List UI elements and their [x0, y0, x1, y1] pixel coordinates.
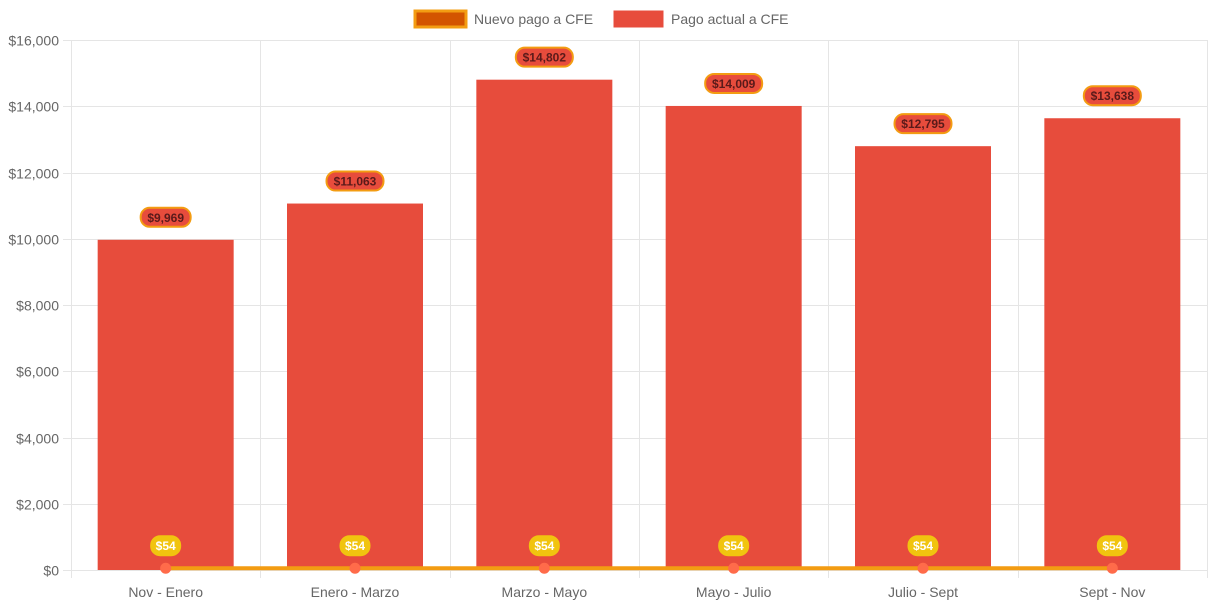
y-tick-label: $16,000: [8, 33, 59, 49]
line-point: [349, 562, 361, 574]
line-data-label: $54: [534, 539, 554, 553]
bar-data-label: $14,802: [523, 51, 567, 65]
line-data-label: $54: [724, 539, 744, 553]
bar-data-label: $14,009: [712, 77, 756, 91]
bar: [287, 203, 423, 570]
x-tick-label: Julio - Sept: [888, 584, 958, 600]
bar-data-label-badge: [893, 113, 953, 135]
legend-label: Pago actual a CFE: [671, 11, 789, 27]
line-data-label: $54: [156, 539, 176, 553]
line-data-label-badge: [528, 535, 560, 557]
y-tick-label: $2,000: [16, 497, 59, 513]
bar-data-label: $11,063: [334, 175, 377, 189]
bar: [97, 239, 234, 571]
bar: [476, 79, 613, 570]
legend-swatch-bar: [613, 10, 664, 28]
line-data-label-badge: [1096, 535, 1128, 557]
bar-data-label-badge: [514, 46, 574, 68]
line-point: [160, 562, 172, 574]
y-tick-label: $10,000: [8, 232, 59, 248]
legend-swatch-line: [413, 9, 468, 29]
line-data-label-badge: [150, 535, 182, 557]
line-data-label-badge: [339, 535, 371, 557]
line-data-label: $54: [345, 539, 365, 553]
bar-data-label-badge: [325, 170, 385, 192]
bar: [1044, 118, 1181, 571]
bar-data-label: $12,795: [901, 117, 945, 131]
line-point: [728, 562, 740, 574]
y-tick-label: $4,000: [16, 431, 59, 447]
line-data-label-badge: [907, 535, 939, 557]
bar-data-label-badge: [139, 206, 192, 228]
y-tick-label: $0: [43, 563, 59, 579]
y-tick-label: $6,000: [16, 364, 59, 380]
y-tick-label: $14,000: [8, 99, 59, 115]
line-data-label-badge: [718, 535, 750, 557]
x-tick-label: Marzo - Mayo: [502, 584, 588, 600]
x-tick-label: Mayo - Julio: [696, 584, 772, 600]
x-tick-label: Sept - Nov: [1079, 584, 1145, 600]
line-point: [538, 562, 550, 574]
line-data-label: $54: [913, 539, 933, 553]
bar-data-label-badge: [1082, 85, 1142, 107]
y-tick-label: $8,000: [16, 298, 59, 314]
bar: [665, 105, 802, 570]
line-point: [917, 562, 929, 574]
legend-label: Nuevo pago a CFE: [474, 11, 593, 27]
bar-data-label: $9,969: [147, 211, 184, 225]
x-tick-label: Enero - Marzo: [311, 584, 400, 600]
y-tick-label: $12,000: [8, 166, 59, 182]
bar: [855, 146, 991, 570]
bar-data-label-badge: [704, 72, 764, 94]
bar-data-label: $13,638: [1091, 89, 1135, 103]
line-point: [1106, 562, 1118, 574]
line-data-label: $54: [1102, 539, 1122, 553]
x-tick-label: Nov - Enero: [128, 584, 203, 600]
